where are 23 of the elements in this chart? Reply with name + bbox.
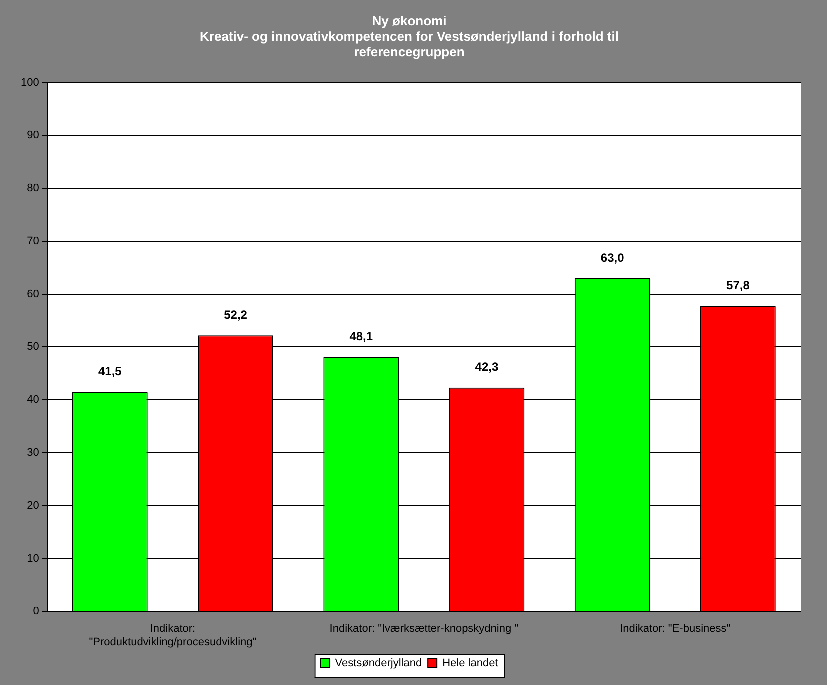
y-tick-label: 50 <box>27 341 40 354</box>
y-tick-label: 70 <box>27 235 40 248</box>
x-tick-label: Indikator: "E-business" <box>620 623 731 636</box>
data-label: 63,0 <box>600 250 625 265</box>
y-tick-label: 0 <box>33 606 40 618</box>
y-tick-label: 10 <box>27 552 40 565</box>
y-tick-label: 20 <box>27 500 40 512</box>
legend-label: Vestsønderjylland <box>335 658 422 670</box>
y-tick-label: 100 <box>20 76 40 89</box>
data-label: 42,3 <box>475 360 499 374</box>
data-label: 41,5 <box>98 364 122 378</box>
x-tick-label: Indikator: "Iværksætter-knopskydning " <box>330 623 519 636</box>
data-label: 48,1 <box>350 330 374 344</box>
y-tick-label: 90 <box>27 130 40 142</box>
legend-label: Hele landet <box>442 658 498 670</box>
x-tick-label: Indikator: "Produktudvikling/procesudvikling" <box>89 623 257 648</box>
y-tick-label: 60 <box>27 288 40 300</box>
chart-title: Ny økonomi Kreativ- og innovativkompetencen for Vestsønderjylland i forhold til referencegruppen <box>200 13 619 60</box>
data-label: 57,8 <box>726 278 750 292</box>
y-tick-label: 30 <box>27 446 40 459</box>
y-tick-label: 40 <box>27 394 40 406</box>
data-label: 52,2 <box>224 308 248 322</box>
y-tick-label: 80 <box>27 182 40 195</box>
